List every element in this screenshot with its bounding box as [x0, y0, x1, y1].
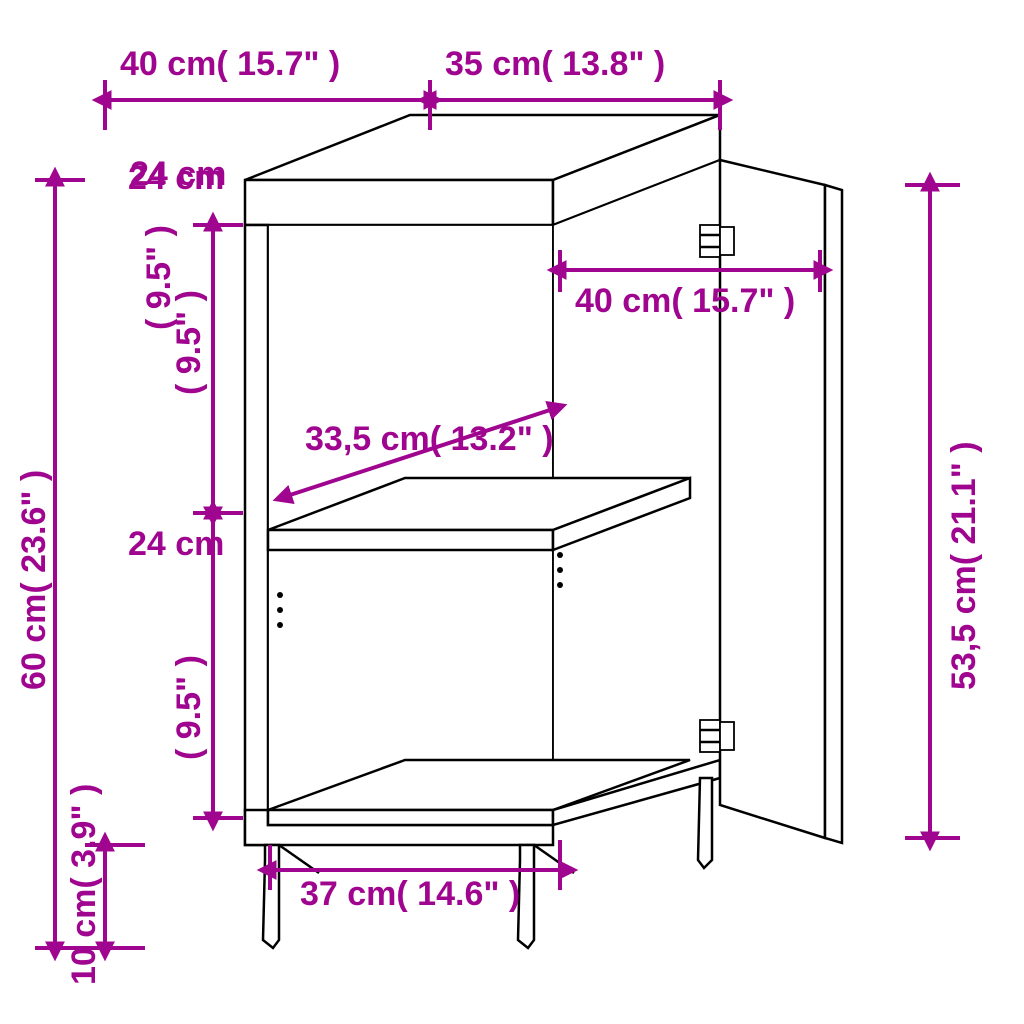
dim-shelf-depth: 33,5 cm( 13.2" )	[305, 420, 554, 458]
dim-legs: 10 cm( 3.9" )	[65, 784, 103, 985]
dim-top-depth: 35 cm( 13.8" )	[445, 45, 665, 83]
dim-int-width: 37 cm( 14.6" )	[300, 875, 520, 913]
dim-shelf-lower-2: ( 9.5" )	[170, 655, 208, 760]
dim-shelf-upper-2: ( 9.5" )	[170, 290, 208, 395]
dim-door-w: 40 cm( 15.7" )	[575, 282, 795, 320]
dim-shelf-lower-1: 24 cm	[128, 525, 224, 563]
dim-top-width: 40 cm( 15.7" )	[120, 45, 340, 83]
dim-door-h: 53,5 cm( 21.1" )	[945, 441, 983, 690]
dim-shelf-upper-1: 24 cm	[128, 159, 224, 197]
dim-height: 60 cm( 23.6" )	[15, 470, 53, 690]
